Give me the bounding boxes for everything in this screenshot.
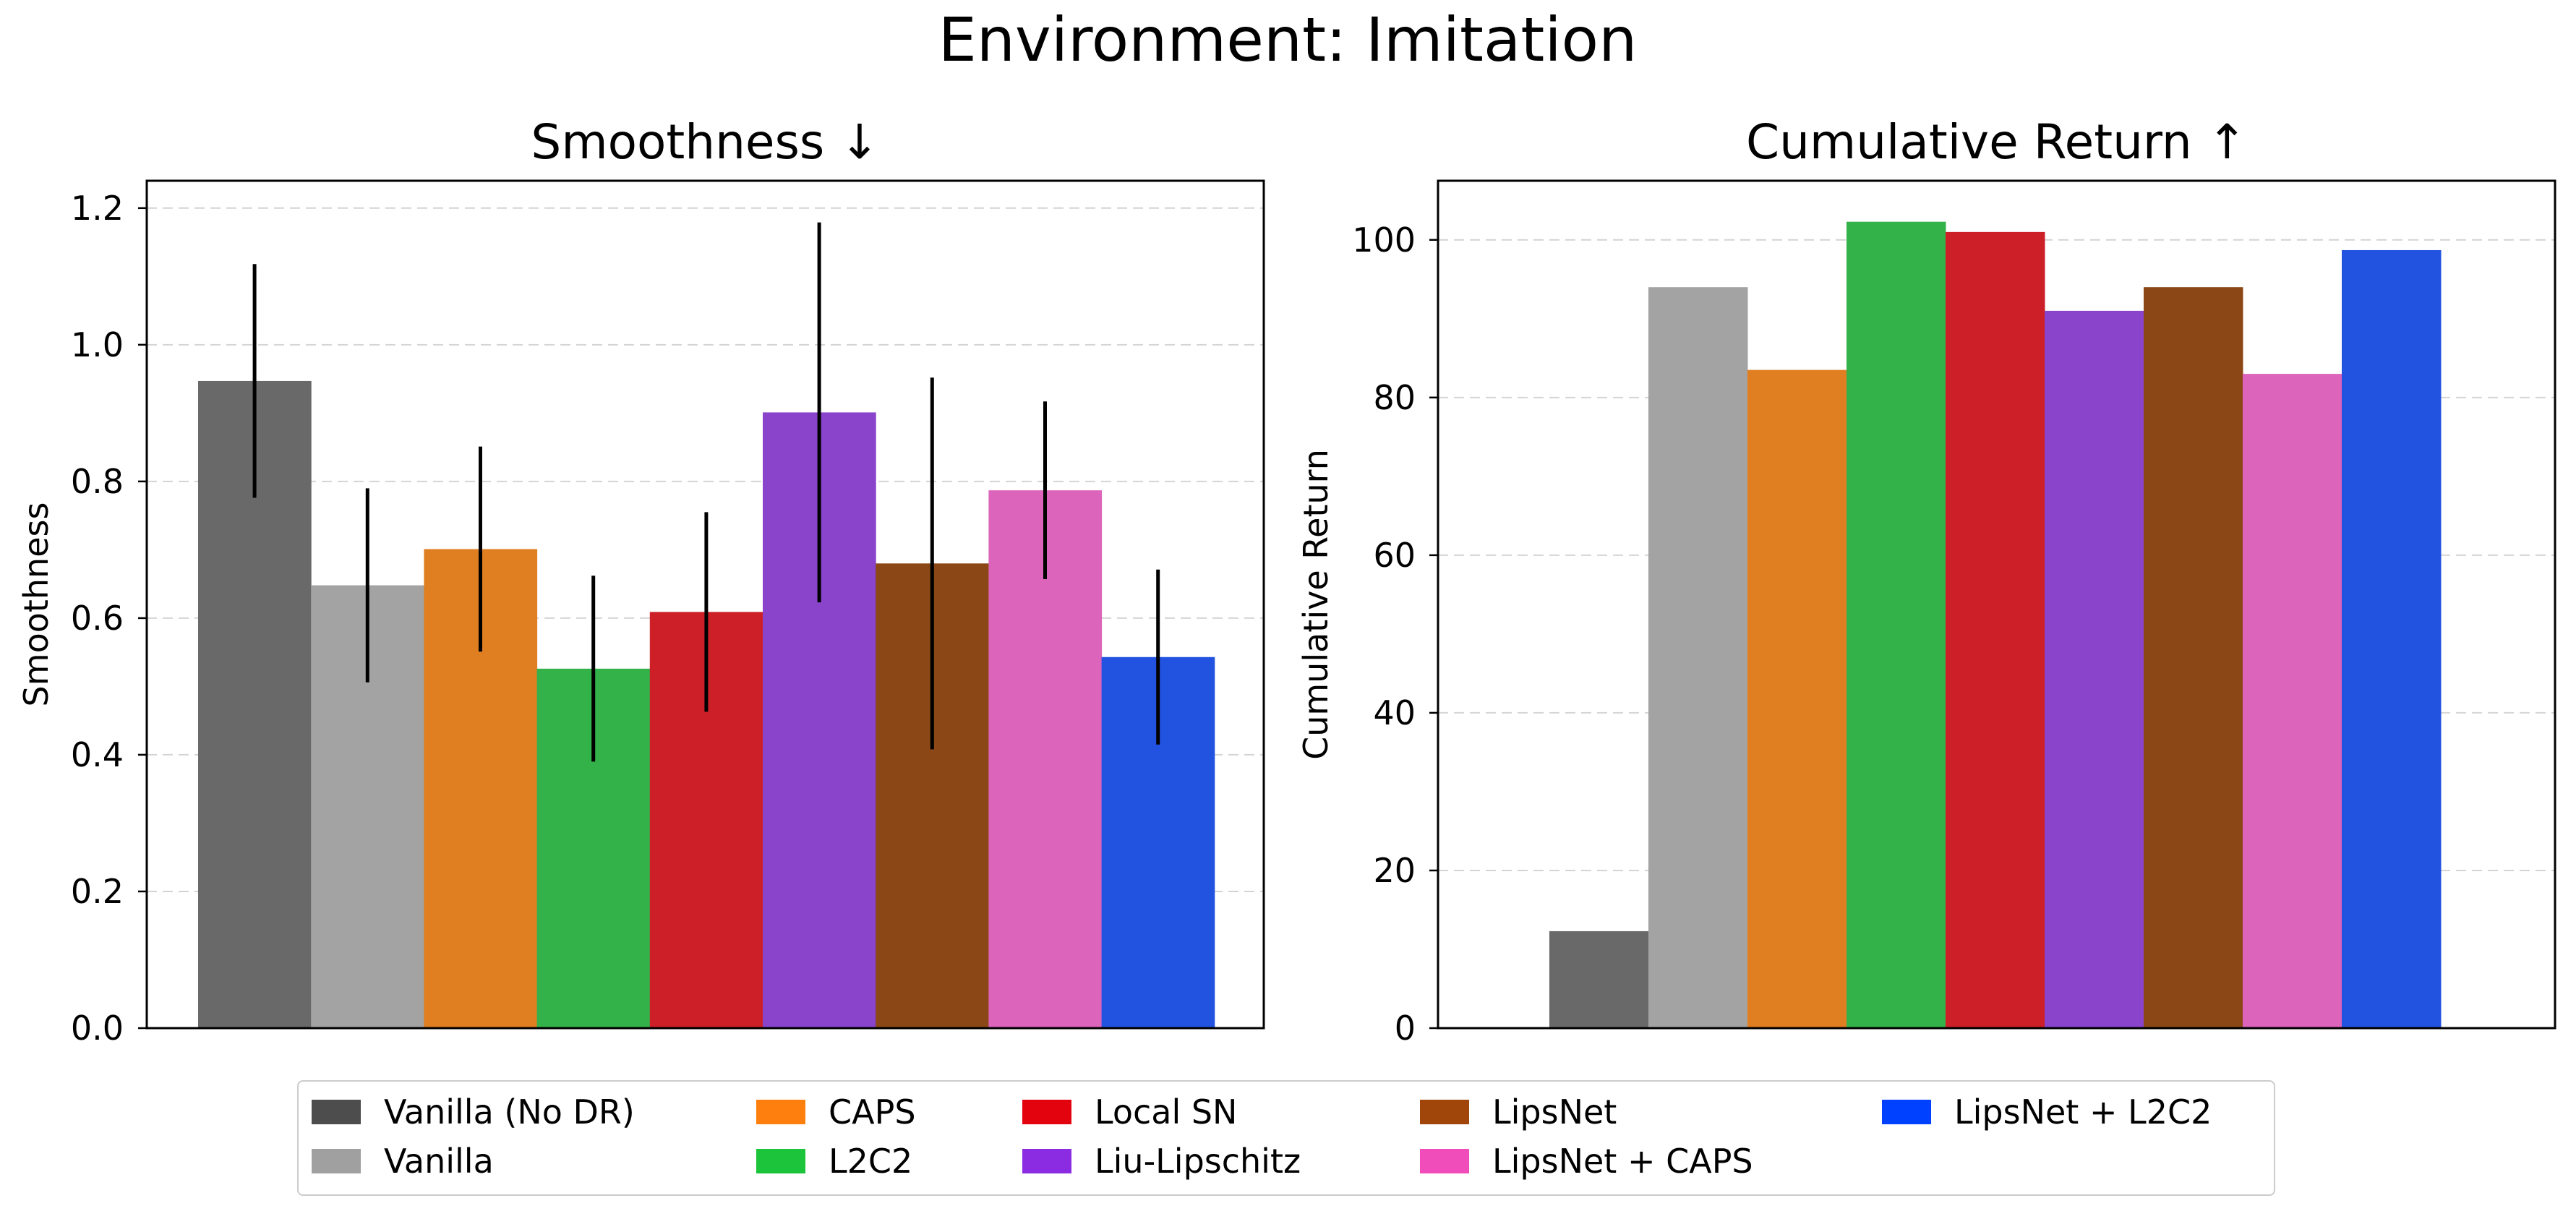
- bar-lipsnet-l2c2: [2342, 249, 2442, 1029]
- y-tick-label: 60: [1373, 536, 1416, 575]
- legend-item: LipsNet + L2C2: [1882, 1092, 2212, 1132]
- legend-swatch: [312, 1100, 361, 1124]
- legend-item: LipsNet + CAPS: [1420, 1142, 1753, 1181]
- legend-label: LipsNet + L2C2: [1954, 1092, 2212, 1132]
- y-tick-label: 20: [1373, 851, 1416, 890]
- y-axis-label: Smoothness: [17, 502, 56, 707]
- bar-local-sn: [1946, 231, 2045, 1028]
- y-tick-label: 0.4: [71, 735, 124, 774]
- legend-item: Local SN: [1022, 1092, 1238, 1132]
- bar-lipsnet-caps: [2243, 374, 2342, 1028]
- legend-label: Local SN: [1095, 1092, 1238, 1132]
- legend-swatch: [756, 1149, 805, 1173]
- legend-label: Vanilla: [384, 1142, 494, 1181]
- panel-cumulative-return: 0 20 40 60 80 100 Cumulative Return ↑ Cumulativ…: [1296, 114, 2556, 1048]
- bar-vanilla-no-dr-: [1549, 931, 1649, 1028]
- y-tick-label: 0.0: [71, 1009, 124, 1048]
- axes-frame: [1437, 179, 2556, 1030]
- y-tick-label: 1.2: [71, 189, 124, 228]
- axes-frame: [145, 179, 1265, 1030]
- y-tick-label: 100: [1352, 221, 1416, 260]
- legend-item: LipsNet: [1420, 1092, 1617, 1132]
- legend-item: Vanilla: [312, 1142, 494, 1181]
- y-tick-label: 80: [1373, 378, 1416, 417]
- legend-swatch: [1420, 1149, 1469, 1173]
- legend-label: CAPS: [829, 1092, 916, 1132]
- panel-title: Cumulative Return ↑: [1746, 114, 2247, 170]
- legend-swatch: [1882, 1100, 1931, 1124]
- legend-swatch: [312, 1149, 361, 1173]
- legend-swatch: [756, 1100, 805, 1124]
- y-tick-label: 0: [1395, 1009, 1416, 1048]
- legend-label: L2C2: [829, 1142, 913, 1181]
- y-tick-label: 0.2: [71, 872, 124, 911]
- legend-label: LipsNet + CAPS: [1492, 1142, 1753, 1181]
- legend-swatch: [1420, 1100, 1469, 1124]
- bar-l2c2: [1847, 221, 1946, 1028]
- panel-title: Smoothness ↓: [531, 114, 879, 170]
- y-tick-label: 0.6: [71, 599, 124, 638]
- panel-smoothness: 0.0 0.2 0.4 0.6 0.8 1.0 1.2 Smoothness ↓ Smoothn…: [17, 114, 1265, 1048]
- legend-item: Vanilla (No DR): [312, 1092, 635, 1132]
- legend-swatch: [1022, 1100, 1071, 1124]
- bar-liu-lipschitz: [2045, 310, 2144, 1028]
- legend: Vanilla (No DR) Vanilla CAPS L2C2 Local SN Li…: [297, 1080, 2275, 1196]
- y-tick-label: 0.8: [71, 462, 124, 501]
- legend-label: Vanilla (No DR): [384, 1092, 635, 1132]
- figure-title: Environment: Imitation: [938, 4, 1638, 75]
- bar-vanilla: [1648, 287, 1748, 1028]
- legend-label: LipsNet: [1492, 1092, 1617, 1132]
- legend-label: Liu-Lipschitz: [1095, 1142, 1301, 1181]
- legend-item: L2C2: [756, 1142, 913, 1181]
- legend-item: CAPS: [756, 1092, 916, 1132]
- bar-lipsnet-caps: [988, 490, 1103, 1028]
- bar-caps: [1747, 369, 1847, 1028]
- y-tick-label: 40: [1373, 693, 1416, 732]
- bar-lipsnet: [2144, 287, 2243, 1028]
- legend-item: Liu-Lipschitz: [1022, 1142, 1301, 1181]
- y-tick-label: 1.0: [71, 325, 124, 364]
- legend-swatch: [1022, 1149, 1071, 1173]
- y-axis-label: Cumulative Return: [1296, 449, 1335, 760]
